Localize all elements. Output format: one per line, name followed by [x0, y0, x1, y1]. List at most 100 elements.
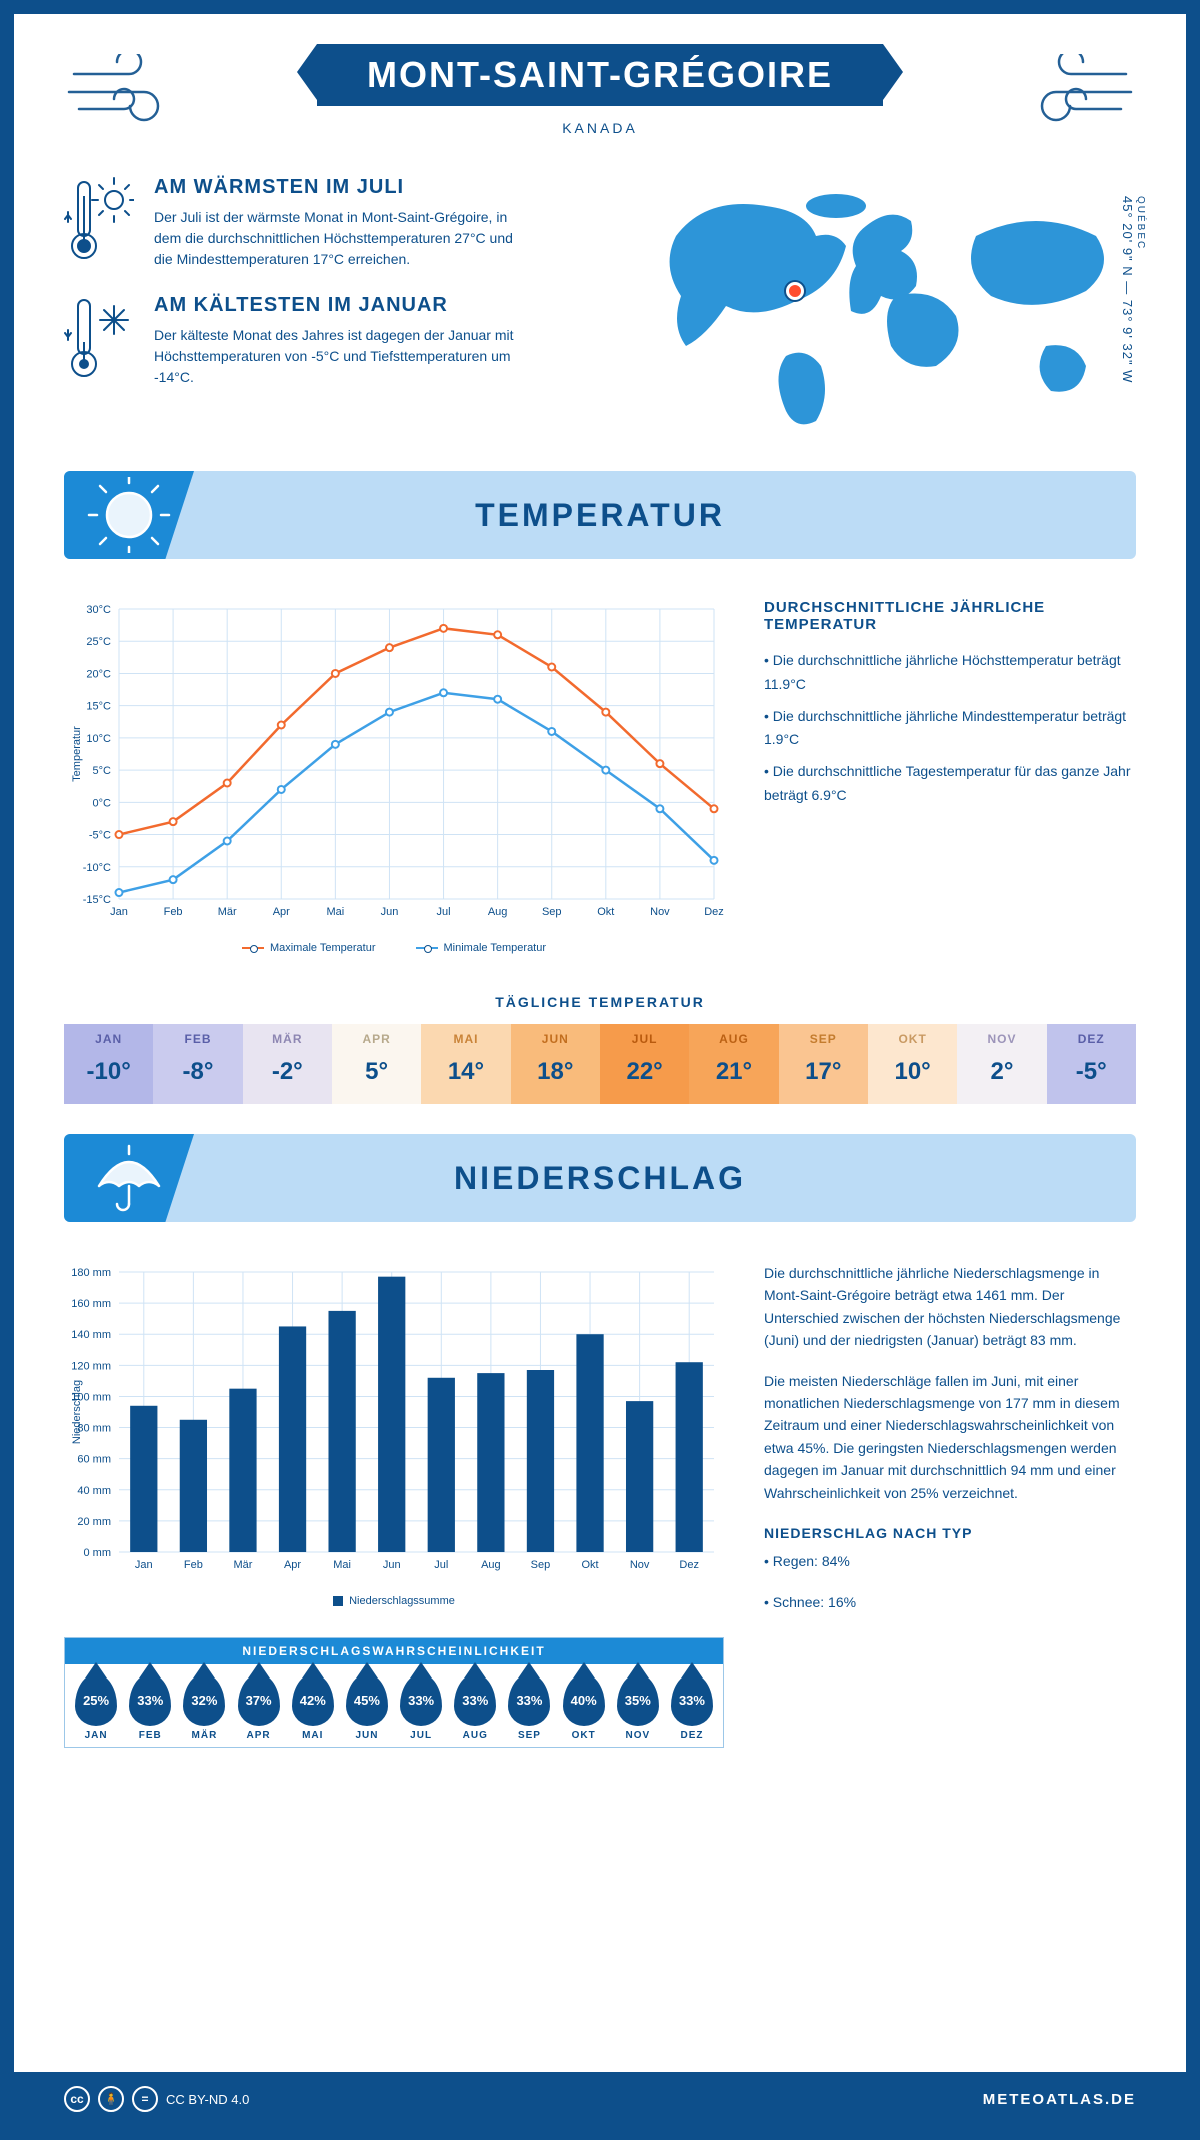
prob-cell: 25%JAN: [69, 1674, 123, 1741]
precip-text-2: Die meisten Niederschläge fallen im Juni…: [764, 1370, 1136, 1504]
svg-text:10°C: 10°C: [86, 733, 111, 745]
svg-text:20°C: 20°C: [86, 668, 111, 680]
prob-cell: 35%NOV: [611, 1674, 665, 1741]
daily-temp-cell: OKT10°: [868, 1024, 957, 1104]
coldest-text: Der kälteste Monat des Jahres ist dagege…: [154, 325, 534, 388]
svg-text:Sep: Sep: [542, 906, 562, 918]
svg-text:140 mm: 140 mm: [71, 1329, 111, 1341]
thermometer-cold-icon: [64, 294, 134, 384]
raindrop-icon: 45%: [346, 1674, 388, 1726]
raindrop-icon: 33%: [400, 1674, 442, 1726]
svg-text:Apr: Apr: [284, 1559, 301, 1571]
daily-temp-cell: JUL22°: [600, 1024, 689, 1104]
precip-title: NIEDERSCHLAG: [64, 1160, 1136, 1197]
raindrop-icon: 25%: [75, 1674, 117, 1726]
site-name: METEOATLAS.DE: [983, 2091, 1136, 2108]
svg-text:Aug: Aug: [488, 906, 508, 918]
temp-bullet: • Die durchschnittliche Tagestemperatur …: [764, 760, 1136, 808]
raindrop-icon: 33%: [671, 1674, 713, 1726]
svg-text:180 mm: 180 mm: [71, 1267, 111, 1279]
legend-min: Minimale Temperatur: [444, 942, 547, 954]
coldest-block: AM KÄLTESTEN IM JANUAR Der kälteste Mona…: [64, 294, 596, 388]
raindrop-icon: 37%: [238, 1674, 280, 1726]
precip-type-bullet: • Regen: 84%: [764, 1550, 1136, 1572]
svg-text:25°C: 25°C: [86, 636, 111, 648]
prob-cell: 33%SEP: [502, 1674, 556, 1741]
svg-text:Apr: Apr: [273, 906, 290, 918]
svg-text:Sep: Sep: [531, 1559, 551, 1571]
location-pin-icon: [786, 282, 804, 300]
license-text: CC BY-ND 4.0: [166, 2092, 249, 2107]
coldest-heading: AM KÄLTESTEN IM JANUAR: [154, 294, 534, 317]
thermometer-hot-icon: [64, 176, 134, 266]
svg-text:Dez: Dez: [704, 906, 724, 918]
svg-text:60 mm: 60 mm: [77, 1454, 111, 1466]
daily-temp-cell: NOV2°: [957, 1024, 1046, 1104]
precip-text-1: Die durchschnittliche jährliche Niedersc…: [764, 1262, 1136, 1352]
prob-cell: 33%DEZ: [665, 1674, 719, 1741]
svg-text:-5°C: -5°C: [89, 830, 111, 842]
daily-temp-cell: DEZ-5°: [1047, 1024, 1136, 1104]
cc-icon: cc: [64, 2086, 90, 2112]
temp-bullet: • Die durchschnittliche jährliche Höchst…: [764, 649, 1136, 697]
svg-text:Feb: Feb: [164, 906, 183, 918]
sun-icon: [84, 477, 174, 553]
svg-text:Mär: Mär: [218, 906, 237, 918]
svg-text:Dez: Dez: [679, 1559, 699, 1571]
svg-text:Nov: Nov: [650, 906, 670, 918]
svg-text:30°C: 30°C: [86, 604, 111, 616]
footer: cc 🧍 = CC BY-ND 4.0 METEOATLAS.DE: [14, 2072, 1186, 2126]
daily-temp-cell: MAI14°: [421, 1024, 510, 1104]
wind-icon: [1026, 54, 1136, 124]
prob-cell: 33%AUG: [448, 1674, 502, 1741]
svg-text:0°C: 0°C: [93, 797, 112, 809]
page-title: MONT-SAINT-GRÉGOIRE: [317, 44, 883, 106]
raindrop-icon: 40%: [563, 1674, 605, 1726]
svg-text:Jul: Jul: [437, 906, 451, 918]
daily-temp-cell: FEB-8°: [153, 1024, 242, 1104]
coordinates: QUÉBEC 45° 20' 9" N — 73° 9' 32" W: [1120, 196, 1146, 383]
daily-temp-cell: APR5°: [332, 1024, 421, 1104]
header: MONT-SAINT-GRÉGOIRE KANADA: [64, 44, 1136, 136]
precip-chart: 0 mm20 mm40 mm60 mm80 mm100 mm120 mm140 …: [64, 1262, 724, 1582]
svg-text:Jun: Jun: [381, 906, 399, 918]
section-header-temperature: TEMPERATUR: [64, 471, 1136, 559]
temp-summary-heading: DURCHSCHNITTLICHE JÄHRLICHE TEMPERATUR: [764, 599, 1136, 633]
temperature-legend: Maximale Temperatur Minimale Temperatur: [64, 942, 724, 954]
precip-type-heading: NIEDERSCHLAG NACH TYP: [764, 1522, 1136, 1544]
svg-text:Mai: Mai: [333, 1559, 351, 1571]
svg-text:160 mm: 160 mm: [71, 1298, 111, 1310]
svg-text:Mär: Mär: [233, 1559, 252, 1571]
nd-icon: =: [132, 2086, 158, 2112]
license: cc 🧍 = CC BY-ND 4.0: [64, 2086, 249, 2112]
svg-text:-15°C: -15°C: [83, 894, 111, 906]
raindrop-icon: 33%: [454, 1674, 496, 1726]
prob-cell: 33%JUL: [394, 1674, 448, 1741]
umbrella-icon: [84, 1140, 174, 1216]
daily-temp-strip: JAN-10°FEB-8°MÄR-2°APR5°MAI14°JUN18°JUL2…: [64, 1024, 1136, 1104]
temperature-summary: DURCHSCHNITTLICHE JÄHRLICHE TEMPERATUR •…: [764, 599, 1136, 954]
legend-precip: Niederschlagssumme: [349, 1595, 455, 1607]
warmest-heading: AM WÄRMSTEN IM JULI: [154, 176, 534, 199]
temp-bullet: • Die durchschnittliche jährliche Mindes…: [764, 705, 1136, 753]
svg-text:Niederschlag: Niederschlag: [71, 1380, 83, 1444]
svg-text:Jan: Jan: [110, 906, 128, 918]
daily-temp-cell: MÄR-2°: [243, 1024, 332, 1104]
svg-text:Mai: Mai: [326, 906, 344, 918]
raindrop-icon: 35%: [617, 1674, 659, 1726]
daily-temp-cell: JUN18°: [511, 1024, 600, 1104]
temperature-chart: -15°C-10°C-5°C0°C5°C10°C15°C20°C25°C30°C…: [64, 599, 724, 954]
daily-temp-title: TÄGLICHE TEMPERATUR: [64, 994, 1136, 1010]
svg-text:Jan: Jan: [135, 1559, 153, 1571]
svg-text:Okt: Okt: [581, 1559, 598, 1571]
precip-probability: NIEDERSCHLAGSWAHRSCHEINLICHKEIT 25%JAN33…: [64, 1637, 724, 1748]
precip-summary: Die durchschnittliche jährliche Niedersc…: [764, 1262, 1136, 1748]
svg-text:0 mm: 0 mm: [84, 1547, 112, 1559]
svg-text:Jun: Jun: [383, 1559, 401, 1571]
temperature-title: TEMPERATUR: [64, 497, 1136, 534]
precip-type-bullet: • Schnee: 16%: [764, 1591, 1136, 1613]
warmest-text: Der Juli ist der wärmste Monat in Mont-S…: [154, 207, 534, 270]
by-icon: 🧍: [98, 2086, 124, 2112]
raindrop-icon: 32%: [183, 1674, 225, 1726]
country-label: KANADA: [64, 120, 1136, 136]
